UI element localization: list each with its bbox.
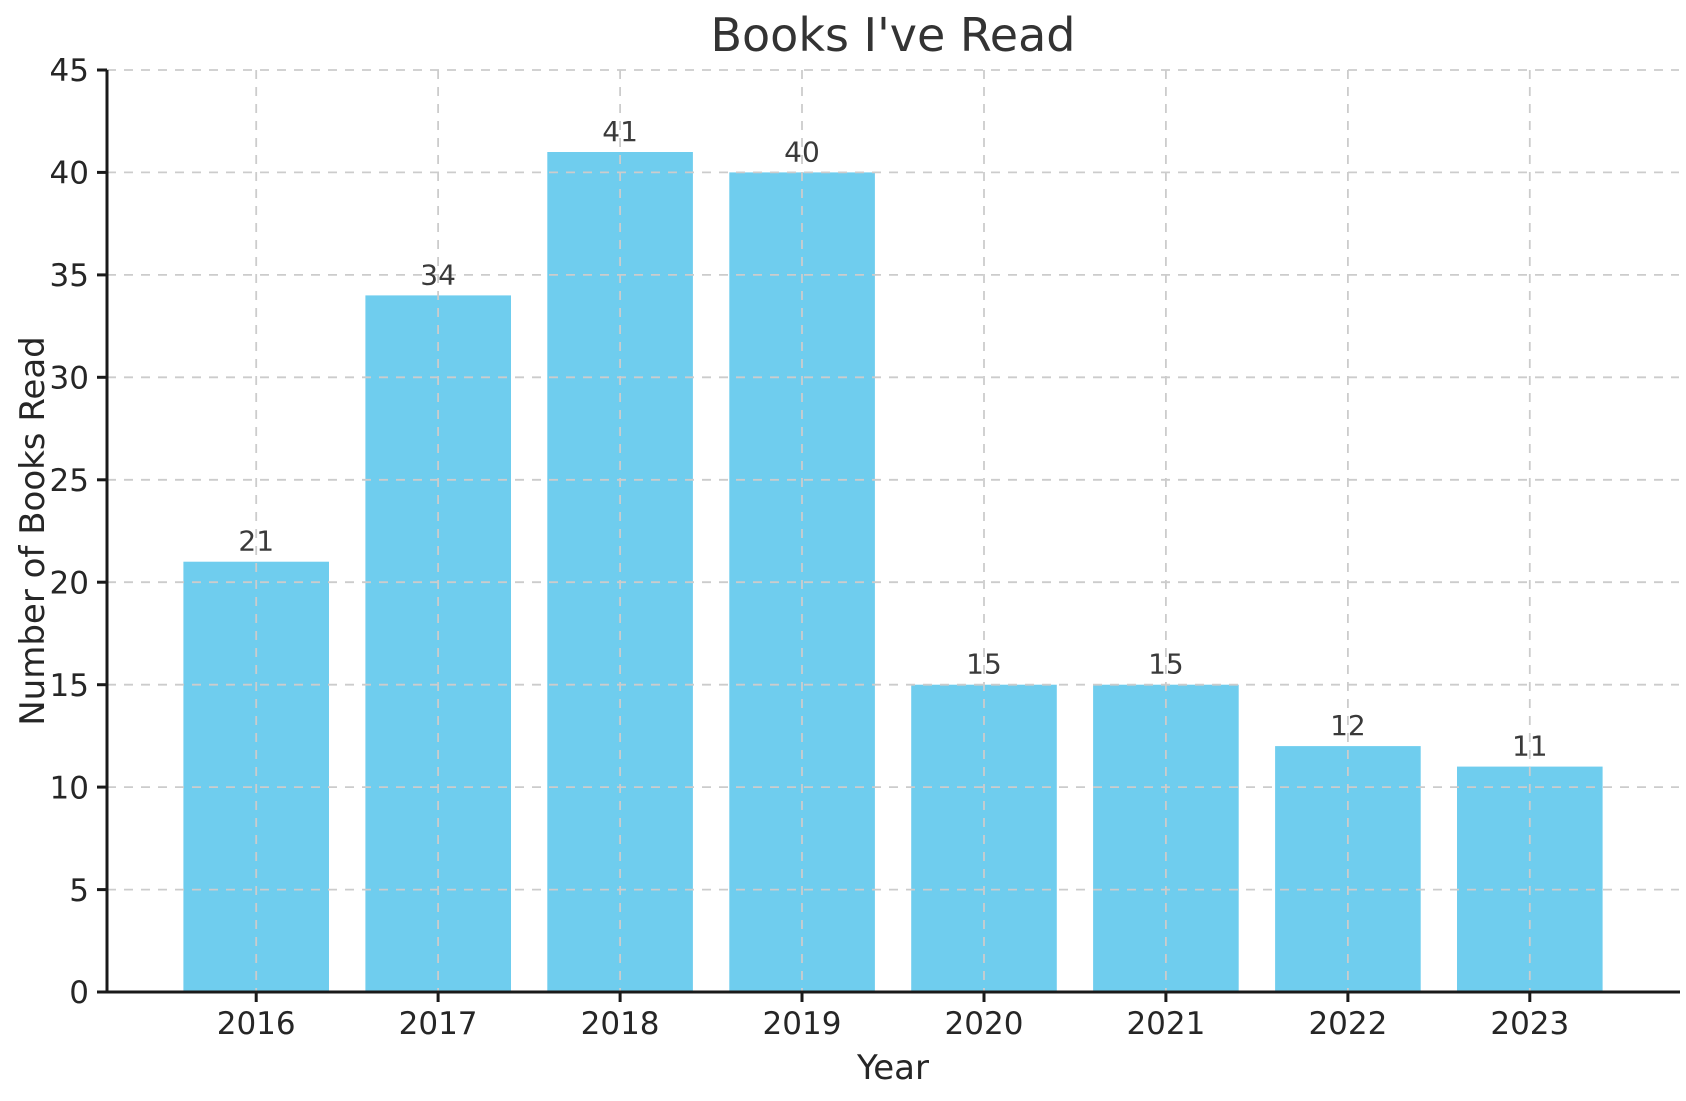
y-tick-label: 25: [50, 463, 89, 499]
bar-value-label: 34: [420, 258, 456, 291]
bar-value-label: 21: [238, 525, 274, 558]
y-axis-label: Number of Books Read: [13, 336, 53, 726]
x-axis-label: Year: [857, 1048, 929, 1088]
bar-value-label: 11: [1512, 730, 1548, 763]
bar-value-label: 41: [602, 115, 638, 148]
y-tick-label: 5: [69, 873, 89, 909]
x-tick-label: 2020: [945, 1006, 1024, 1042]
y-tick-label: 30: [50, 360, 89, 396]
y-tick-label: 40: [50, 156, 89, 192]
gridlines-group: [107, 69, 1679, 992]
x-tick-label: 2016: [217, 1006, 296, 1042]
y-tick-labels-group: 0 5 10 15 20 25 30 35 40 45: [50, 53, 89, 1011]
bar-value-label: 15: [1148, 648, 1184, 681]
x-tick-label: 2021: [1126, 1006, 1205, 1042]
y-tick-label: 35: [50, 258, 89, 294]
x-tick-label: 2022: [1308, 1006, 1387, 1042]
x-tick-labels-group: 2016 2017 2018 2019 2020 2021 2022 2023: [217, 1006, 1570, 1042]
x-tick-label: 2023: [1490, 1006, 1569, 1042]
y-tick-label: 20: [50, 565, 89, 601]
bar-value-label: 12: [1330, 709, 1366, 742]
x-tick-label: 2019: [763, 1006, 842, 1042]
bar-value-label: 15: [966, 648, 1002, 681]
y-tick-label: 45: [50, 53, 89, 89]
axes-spines-group: [105, 70, 1680, 994]
y-tick-label: 10: [50, 770, 89, 806]
bar-value-labels-group: 21 34 41 40 15 15 12 11: [238, 115, 1547, 763]
bar-value-label: 40: [784, 135, 820, 168]
y-tick-label: 15: [50, 668, 89, 704]
chart-title: Books I've Read: [710, 8, 1076, 62]
y-tick-label: 0: [69, 975, 89, 1011]
x-tick-label: 2018: [581, 1006, 660, 1042]
tick-marks-group: [97, 68, 1532, 1002]
x-tick-label: 2017: [399, 1006, 478, 1042]
bars-group: [183, 152, 1603, 992]
